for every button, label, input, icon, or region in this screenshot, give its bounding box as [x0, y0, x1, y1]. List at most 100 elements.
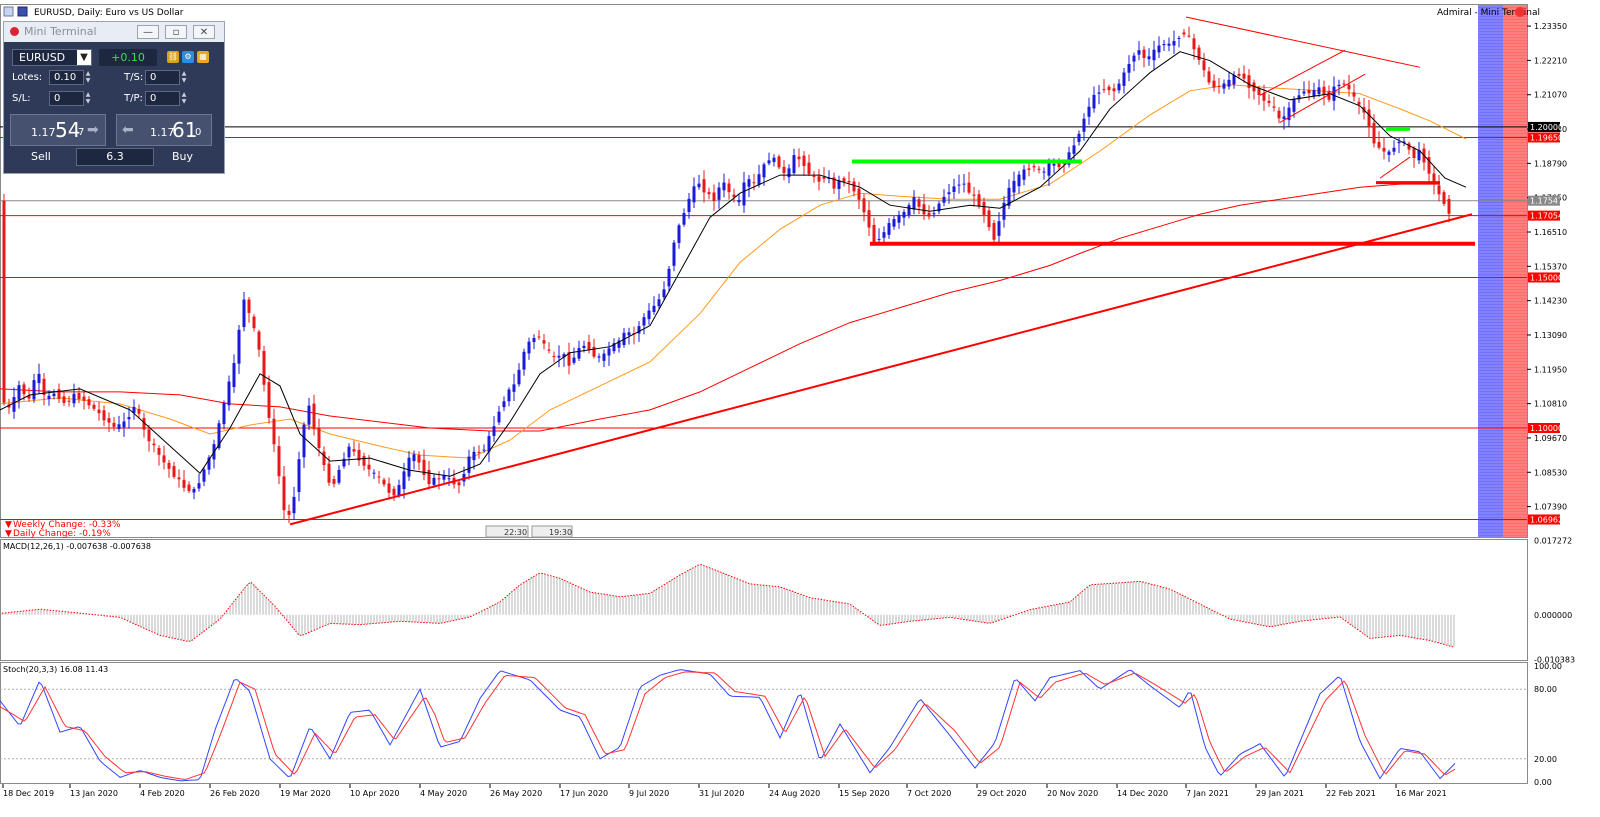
symbol-select[interactable]: EURUSD ▼ [12, 49, 92, 66]
price-tick-label: 1.21070 [1534, 91, 1567, 100]
candle-body [1302, 91, 1306, 94]
level-tag-box [1528, 423, 1560, 434]
candle-body [217, 423, 221, 449]
ts-spinner-icon[interactable]: ▲ ▼ [181, 70, 187, 84]
lots-input[interactable]: 0.10 [49, 70, 84, 85]
sell-price-frac: 7 [78, 127, 85, 138]
close-button[interactable]: ✕ [193, 25, 215, 39]
candle-body [1412, 148, 1416, 158]
candle-body [877, 238, 881, 240]
candle-body [1272, 106, 1276, 108]
clock-label-1: 22:30 [504, 528, 527, 537]
candle-body [297, 459, 301, 492]
candle-body [447, 478, 451, 480]
tp-input[interactable]: 0 [145, 91, 180, 106]
sl-input[interactable]: 0 [49, 91, 84, 106]
restore-button[interactable]: ▫ [165, 25, 187, 39]
candle-body [112, 422, 116, 427]
ts-input[interactable]: 0 [145, 70, 180, 85]
time-tick-label: 24 Aug 2020 [769, 789, 820, 798]
candle-body [192, 488, 196, 493]
candle-body [737, 199, 741, 203]
candle-body [1137, 50, 1141, 55]
candle-body [902, 211, 906, 218]
candle-body [1102, 89, 1106, 91]
lots-spinner-icon[interactable]: ▲ ▼ [85, 70, 91, 84]
mini-terminal-titlebar[interactable]: Mini Terminal — ▫ ✕ [4, 22, 224, 42]
support-resistance-zones [852, 127, 1475, 246]
sl-spinner-icon[interactable]: ▲ ▼ [85, 91, 91, 105]
time-axis[interactable]: 18 Dec 2019 13 Jan 2020 4 Feb 2020 26 Feb 2… [2, 784, 1447, 798]
change-value: +0.10 [99, 49, 157, 66]
buy-price-button[interactable]: ⬅ 1.17 61 0 [116, 114, 212, 146]
candle-body [1232, 74, 1236, 85]
candle-body [67, 400, 71, 402]
candle-body [47, 395, 51, 400]
settings-icon[interactable]: ⚙ [182, 51, 194, 63]
candle-body [182, 479, 186, 488]
candle-body [1167, 43, 1171, 46]
candle-body [942, 196, 946, 203]
candle-body [972, 194, 976, 196]
candle-body [782, 166, 786, 174]
candle-body [457, 482, 461, 486]
candle-body [1357, 101, 1361, 105]
price-tick-label: 1.13090 [1534, 331, 1567, 340]
sell-button[interactable]: Sell [31, 150, 51, 163]
tp-spinner-icon[interactable]: ▲ ▼ [181, 91, 187, 105]
candle-body [1027, 168, 1031, 170]
candle-body [1237, 73, 1241, 76]
level-tag-label: 1.19650 [1530, 133, 1563, 142]
chart-title: EURUSD, Daily: Euro vs US Dollar [34, 8, 184, 18]
candle-body [362, 456, 366, 466]
side-band-red [1503, 4, 1527, 538]
chevron-down-icon[interactable]: ▼ [77, 50, 91, 65]
candle-body [1182, 32, 1186, 35]
price-tick-label: 1.10810 [1534, 400, 1567, 409]
level-tag-box [1528, 514, 1560, 525]
candle-body [817, 176, 821, 182]
sell-price-small: 1.17 [31, 126, 56, 139]
candle-body [627, 332, 631, 336]
candle-body [1217, 85, 1221, 87]
candle-body [22, 384, 26, 395]
candle-body [752, 182, 756, 184]
candle-body [732, 194, 736, 198]
candle-body [1042, 171, 1046, 173]
time-tick-label: 20 Nov 2020 [1047, 789, 1098, 798]
candle-body [1202, 60, 1206, 71]
level-tag-box [1528, 272, 1560, 283]
candle-body [1282, 116, 1286, 119]
minimize-button[interactable]: — [137, 25, 159, 39]
candle-body [332, 479, 336, 484]
candle-body [507, 389, 511, 402]
price-tick-label: 1.16510 [1534, 228, 1567, 237]
stoch-panel-border [0, 662, 1528, 784]
price-tick-label: 1.07390 [1534, 503, 1567, 512]
candle-body [387, 483, 391, 493]
link-icon[interactable]: ⛓ [167, 51, 179, 63]
candle-body [252, 316, 256, 329]
candle-body [837, 180, 841, 189]
price-tick-label: 1.23350 [1534, 22, 1567, 31]
candle-body [757, 174, 761, 185]
level-tag-label: 1.10000 [1530, 424, 1563, 433]
candle-body [157, 448, 161, 455]
mini-terminal[interactable]: Mini Terminal — ▫ ✕ EURUSD ▼ +0.10 ⛓ ⚙ ▦… [3, 21, 225, 174]
candle-body [122, 421, 126, 428]
volume-display[interactable]: 6.3 [76, 148, 154, 166]
buy-button[interactable]: Buy [172, 150, 194, 163]
candle-body [502, 401, 506, 408]
time-tick-label: 26 May 2020 [490, 789, 542, 798]
candle-body [62, 396, 66, 403]
candle-body [1372, 122, 1376, 144]
sell-price-button[interactable]: 1.17 54 7 ➡ [10, 114, 106, 146]
broker-icon[interactable] [1515, 7, 1525, 17]
grid-icon[interactable]: ▦ [197, 51, 209, 63]
time-tick-label: 10 Apr 2020 [350, 789, 399, 798]
candle-body [962, 183, 966, 185]
candle-body [1032, 166, 1036, 168]
